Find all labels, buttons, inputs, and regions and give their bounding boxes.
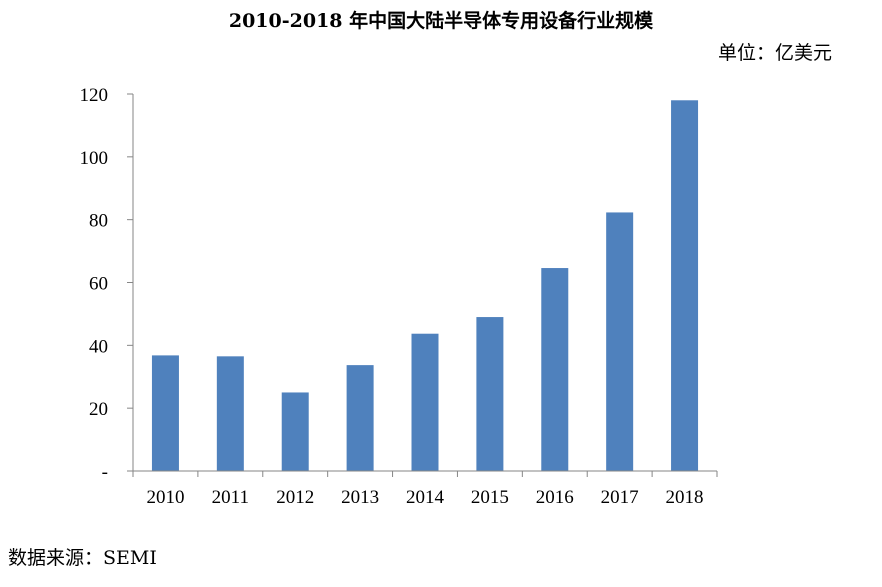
bar-2013: [346, 365, 374, 471]
bar-2012: [281, 392, 309, 471]
y-tick-label: -: [102, 462, 108, 483]
x-tick-labels: 2010 2011 2012 2013 2014 2015 2016 2017 2018: [146, 487, 703, 508]
bar-2014: [411, 333, 439, 471]
x-tick-label: 2010: [146, 487, 184, 508]
bar-series: [151, 100, 699, 472]
y-tick-label: 100: [80, 148, 109, 169]
bar-chart: - 20 40 60 80 100 120 2010 2011 2012 2013 2014 2015…: [80, 85, 718, 508]
y-tick-label: 40: [89, 336, 108, 357]
chart-axes: [127, 93, 718, 477]
bar-2010: [151, 355, 179, 471]
x-tick-label: 2016: [536, 487, 574, 508]
chart-title: 2010-2018 年中国大陆半导体专用设备行业规模: [228, 10, 654, 32]
x-tick-label: 2013: [341, 487, 379, 508]
unit-label: 单位：亿美元: [717, 42, 832, 64]
x-tick-label: 2012: [276, 487, 314, 508]
bar-2018: [671, 100, 699, 472]
y-tick-label: 120: [80, 85, 109, 106]
bar-2015: [476, 317, 504, 471]
bar-2016: [541, 268, 569, 471]
y-tick-label: 80: [89, 211, 108, 232]
bar-2017: [606, 212, 634, 471]
x-tick-label: 2011: [212, 487, 249, 508]
y-tick-labels: - 20 40 60 80 100 120: [80, 85, 109, 483]
y-tick-label: 60: [89, 274, 108, 295]
x-tick-label: 2018: [666, 487, 704, 508]
data-source: 数据来源：SEMI: [8, 547, 157, 569]
x-tick-label: 2015: [471, 487, 509, 508]
y-tick-label: 20: [89, 399, 108, 420]
x-tick-label: 2014: [406, 487, 445, 508]
x-tick-label: 2017: [601, 487, 639, 508]
bar-2011: [216, 356, 244, 471]
